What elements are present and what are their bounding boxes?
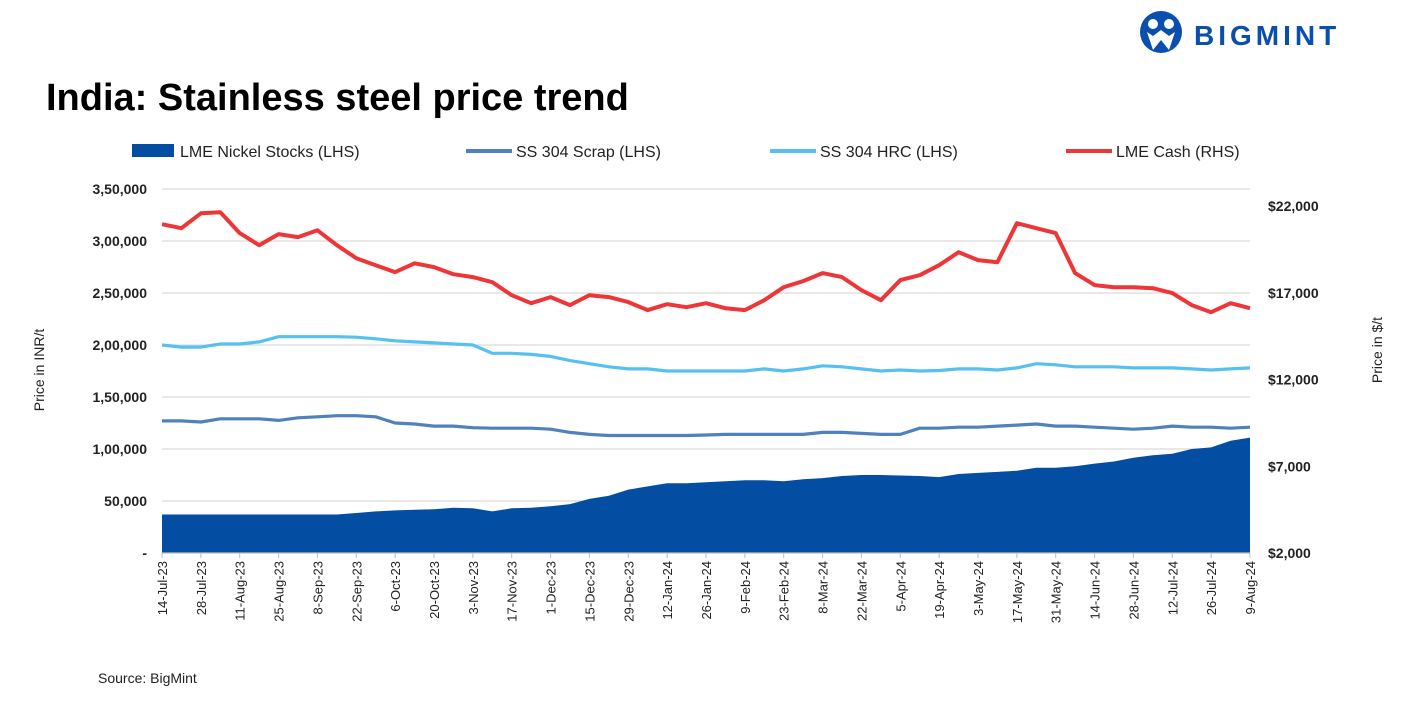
- x-tick-label: 23-Feb-24: [777, 561, 792, 621]
- y-right-tick-label: $2,000: [1268, 545, 1311, 561]
- source-note: Source: BigMint: [98, 670, 197, 686]
- legend-swatch: [132, 144, 174, 157]
- x-tick-label: 15-Dec-23: [582, 561, 597, 622]
- legend-label: SS 304 Scrap (LHS): [516, 144, 661, 161]
- y-left-tick-label: 1,00,000: [93, 441, 148, 457]
- legend: LME Nickel Stocks (LHS) SS 304 Scrap (LHS…: [132, 144, 1240, 161]
- x-tick-label: 31-May-24: [1049, 561, 1064, 623]
- x-tick-label: 5-Apr-24: [893, 561, 908, 612]
- y-right-tick-label: $17,000: [1268, 285, 1319, 301]
- series-area-nickel-stocks: [162, 437, 1250, 553]
- x-tick-label: 25-Aug-23: [272, 561, 287, 622]
- y-left-tick-label: 3,00,000: [93, 233, 148, 249]
- y-left-tick-label: 3,50,000: [93, 181, 148, 197]
- plot-area: [161, 210, 1251, 553]
- x-tick-label: 29-Dec-23: [621, 561, 636, 622]
- x-tick-label: 17-May-24: [1010, 561, 1025, 623]
- x-tick-label: 6-Oct-23: [388, 561, 403, 612]
- x-tick-label: 19-Apr-24: [932, 561, 947, 619]
- y-right-tick-label: $22,000: [1268, 198, 1319, 214]
- series-line-1: [162, 414, 1251, 438]
- x-tick-label: 3-May-24: [971, 561, 986, 616]
- bigmint-logo-icon: [1140, 11, 1182, 53]
- x-tick-label: 1-Dec-23: [544, 561, 559, 614]
- x-tick-label: 9-Feb-24: [738, 561, 753, 614]
- x-tick-label: 28-Jun-24: [1126, 561, 1141, 620]
- series-line-2: [161, 335, 1251, 373]
- y-left-tick-label: -: [142, 545, 147, 561]
- x-tick-label: 26-Jan-24: [699, 561, 714, 620]
- series-line-3: [161, 210, 1251, 315]
- x-tick-label: 14-Jul-23: [155, 561, 170, 615]
- x-tick-label: 11-Aug-23: [233, 561, 248, 621]
- y-axis-left-title: Price in INR/t: [31, 329, 47, 412]
- y-left-tick-label: 1,50,000: [93, 389, 148, 405]
- legend-label: LME Cash (RHS): [1116, 144, 1240, 161]
- x-tick-label: 28-Jul-23: [194, 561, 209, 615]
- x-tick-label: 22-Mar-24: [854, 561, 869, 621]
- x-tick-label: 8-Mar-24: [816, 561, 831, 614]
- x-tick-label: 12-Jul-24: [1165, 561, 1180, 615]
- x-tick-label: 22-Sep-23: [349, 561, 364, 622]
- brand-name: BIGMINT: [1194, 20, 1340, 51]
- x-tick-label: 26-Jul-24: [1204, 561, 1219, 615]
- chart-title: India: Stainless steel price trend: [46, 77, 629, 119]
- y-left-tick-label: 2,00,000: [93, 337, 148, 353]
- brand-logo: BIGMINT: [1140, 11, 1340, 53]
- x-tick-label: 8-Sep-23: [310, 561, 325, 614]
- legend-label: LME Nickel Stocks (LHS): [180, 144, 360, 161]
- x-tick-label: 20-Oct-23: [427, 561, 442, 619]
- x-tick-label: 17-Nov-23: [505, 561, 520, 622]
- y-right-tick-label: $12,000: [1268, 372, 1319, 388]
- y-axis-right-title: Price in $/t: [1369, 317, 1385, 383]
- legend-label: SS 304 HRC (LHS): [820, 144, 958, 161]
- x-tick-label: 14-Jun-24: [1088, 561, 1103, 620]
- x-tick-label: 12-Jan-24: [660, 561, 675, 620]
- y-left-tick-label: 2,50,000: [93, 285, 148, 301]
- axes: - 50,000 1,00,000 1,50,000 2,00,000 2,50,000 3…: [93, 181, 1319, 623]
- x-tick-label: 9-Aug-24: [1243, 561, 1258, 614]
- x-tick-label: 3-Nov-23: [466, 561, 481, 614]
- y-right-tick-label: $7,000: [1268, 458, 1311, 474]
- y-left-tick-label: 50,000: [104, 493, 147, 509]
